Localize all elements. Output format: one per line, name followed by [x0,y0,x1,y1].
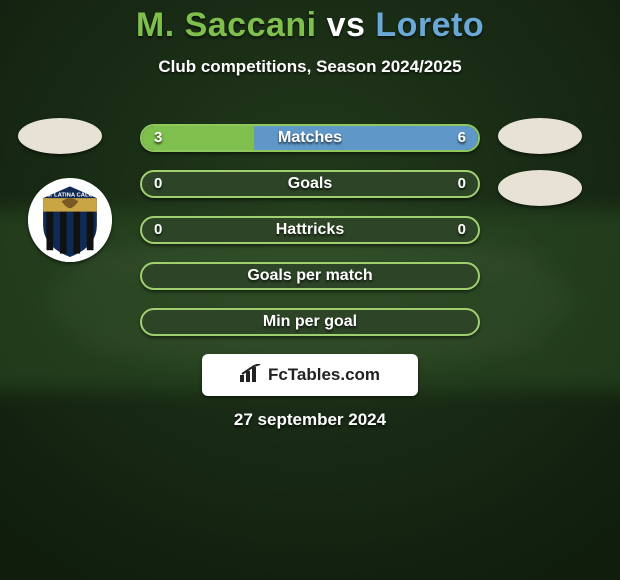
stat-label: Min per goal [142,310,478,334]
date-label: 27 september 2024 [0,410,620,430]
player-left-avatar [18,118,102,154]
club-right-badge [498,170,582,206]
stat-row: 00Hattricks [140,216,480,244]
stat-label: Matches [142,126,478,150]
content: M. Saccani vs Loreto Club competitions, … [0,0,620,580]
vs-separator: vs [317,6,376,44]
comparison-card: M. Saccani vs Loreto Club competitions, … [0,0,620,580]
player-right-name: Loreto [375,6,484,44]
stat-label: Goals per match [142,264,478,288]
player-left-name: M. Saccani [136,6,317,44]
stat-label: Hattricks [142,218,478,242]
bars-icon [240,364,262,387]
club-left-badge-graphic: U.S. LATINA CALCIO [28,178,112,262]
stat-row: Min per goal [140,308,480,336]
stat-label: Goals [142,172,478,196]
stat-row: 00Goals [140,170,480,198]
page-title: M. Saccani vs Loreto [0,0,620,45]
club-left-badge: U.S. LATINA CALCIO [28,178,112,262]
subtitle: Club competitions, Season 2024/2025 [0,57,620,77]
stat-row: Goals per match [140,262,480,290]
stat-row: 36Matches [140,124,480,152]
stats-panel: 36Matches 00Goals 00Hattricks Goals per mat… [140,124,480,354]
fctables-logo[interactable]: FcTables.com [202,354,418,396]
fctables-label: FcTables.com [268,365,380,385]
svg-text:U.S. LATINA CALCIO: U.S. LATINA CALCIO [41,192,99,198]
player-right-avatar [498,118,582,154]
